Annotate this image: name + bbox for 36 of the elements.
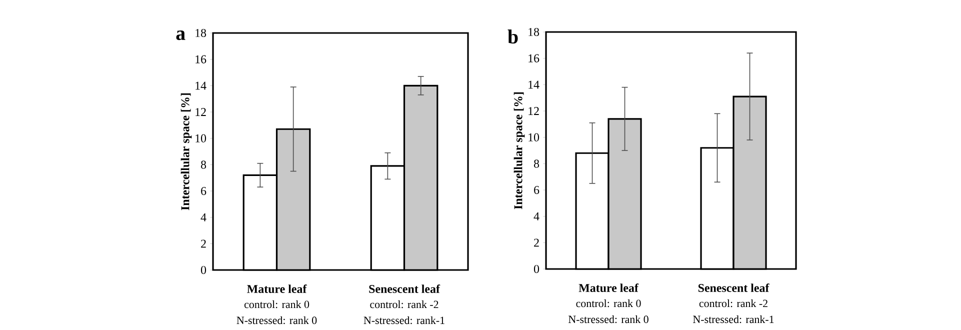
y-tick-label: 16 <box>528 54 540 62</box>
y-tick-label: 18 <box>528 28 540 36</box>
x-tick-label: Senescent leaf <box>698 283 770 292</box>
y-tick-label: 4 <box>200 213 206 222</box>
y-tick-label: 0 <box>534 264 540 274</box>
text: control: rank -2 <box>699 299 768 308</box>
text: N-stressed: rank 0 <box>236 316 317 324</box>
y-tick-label: 18 <box>196 28 206 38</box>
y-tick-label: 10 <box>196 134 206 142</box>
y-tick-label: 8 <box>200 160 206 169</box>
x-tick-label: Mature leaf <box>578 283 639 292</box>
y-tick-label: 2 <box>201 240 206 248</box>
y-axis-title: Intercellular space [%] <box>514 92 525 210</box>
x-tick-label: Mature leaf <box>247 284 307 294</box>
y-tick-label: 12 <box>196 108 206 116</box>
text: control: rank -2 <box>370 300 438 308</box>
text: control: rank 0 <box>244 300 310 308</box>
y-tick-label: 14 <box>196 82 206 90</box>
y-tick-label: 14 <box>528 80 540 89</box>
y-axis-title: Intercellular space [%] <box>180 93 192 210</box>
y-tick-label: 2 <box>534 238 539 247</box>
text: N-stressed: rank-1 <box>364 316 444 324</box>
y-tick-label: 8 <box>534 160 540 168</box>
chart-title: b <box>508 30 518 44</box>
y-tick-label: 12 <box>528 107 539 115</box>
y-tick-label: 6 <box>534 186 540 194</box>
text: N-stressed: rank 0 <box>568 315 648 324</box>
y-tick-label: 10 <box>528 133 540 142</box>
y-tick-label: 16 <box>196 55 206 64</box>
chart-title: a <box>176 30 186 40</box>
text: N-stressed: rank-1 <box>693 315 774 324</box>
y-tick-label: 0 <box>200 266 206 274</box>
x-tick-label: Senescent leaf <box>369 284 440 294</box>
y-tick-label: 6 <box>201 186 206 196</box>
y-tick-label: 4 <box>534 212 540 220</box>
text: control: rank 0 <box>576 299 641 308</box>
